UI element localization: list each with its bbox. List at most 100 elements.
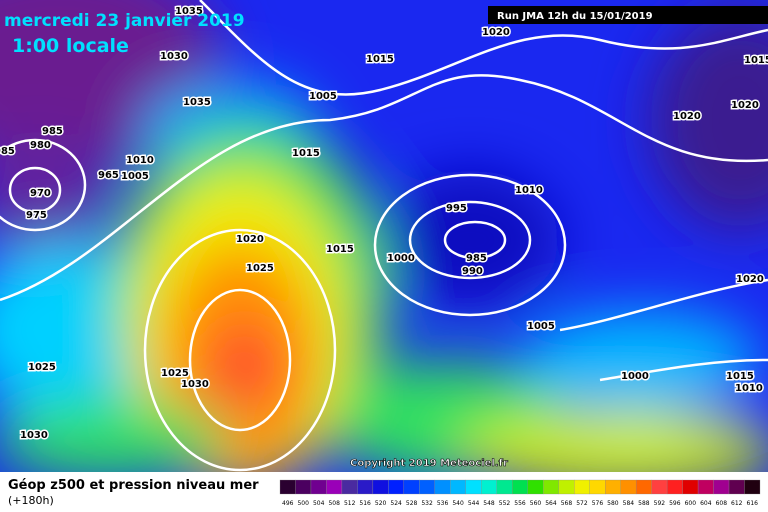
scale-label: 520 [375, 500, 387, 507]
isobar-label: 975 [26, 210, 47, 221]
scale-label: 572 [576, 500, 588, 507]
scale-swatch [697, 479, 714, 495]
scale-swatch [388, 479, 405, 495]
scale-swatch [310, 479, 327, 495]
isobar-label: 1010 [735, 383, 763, 394]
isobar-label: 1020 [673, 111, 701, 122]
isobar-label: 1030 [20, 430, 48, 441]
scale-label: 532 [421, 500, 433, 507]
field [0, 0, 768, 472]
isobar-label: 985 [42, 126, 63, 137]
isobar-label: 970 [30, 188, 51, 199]
scale-label: 612 [731, 500, 743, 507]
scale-swatch [419, 479, 435, 495]
scale-label: 556 [514, 500, 526, 507]
scale-swatch [682, 479, 699, 495]
isobar-label: 1035 [175, 6, 203, 17]
scale-swatch [326, 479, 343, 495]
scale-swatch [434, 479, 451, 495]
isobar-label: 1030 [160, 51, 188, 62]
isobar-label: 1010 [126, 155, 154, 166]
scale-swatch [666, 479, 683, 495]
isobar-label: 1005 [121, 171, 149, 182]
isobar-label: 1020 [736, 274, 764, 285]
copyright: Copyright 2019 Meteociel.fr [350, 458, 508, 469]
scale-swatch [651, 479, 668, 495]
isobar-label: 1035 [183, 97, 211, 108]
isobar-label: 1005 [527, 321, 555, 332]
isobar-label: 1015 [366, 54, 394, 65]
scale-swatch [635, 479, 652, 495]
scale-swatch [543, 479, 559, 495]
isobar-label: 990 [462, 266, 483, 277]
scale-label: 580 [607, 500, 619, 507]
scale-label: 512 [344, 500, 356, 507]
scale-swatch [512, 479, 528, 495]
isobar-label: 995 [446, 203, 467, 214]
isobar-label: 1000 [387, 253, 415, 264]
lead: (+180h) [8, 494, 54, 507]
scale-swatch [558, 479, 575, 495]
isobar-label: 1020 [731, 100, 759, 111]
scale-label: 584 [623, 500, 635, 507]
scale-swatch [465, 479, 482, 495]
isobar-label: 1015 [292, 148, 320, 159]
scale-label: 496 [282, 500, 294, 507]
footer-title: Géop z500 et pression niveau mer [8, 478, 259, 493]
isobar-label: 1025 [161, 368, 189, 379]
scale-swatch [605, 479, 621, 495]
scale-swatch [357, 479, 374, 495]
isobar-label: 1020 [236, 234, 264, 245]
scale-swatch [341, 479, 358, 495]
scale-label: 576 [592, 500, 604, 507]
isobar-label: 1025 [246, 263, 274, 274]
scale-label: 544 [468, 500, 480, 507]
isobar-label: 1020 [482, 27, 510, 38]
time: 1:00 locale [12, 35, 129, 57]
scale-label: 536 [437, 500, 449, 507]
scale-swatch [527, 479, 544, 495]
scale-label: 552 [499, 500, 511, 507]
run-box [488, 6, 768, 24]
isobar-label: 985 [0, 146, 15, 157]
scale-swatch [481, 479, 497, 495]
scale-label: 504 [313, 500, 325, 507]
isobar-label: 1030 [181, 379, 209, 390]
scale-label: 568 [561, 500, 573, 507]
scale-label: 548 [483, 500, 495, 507]
isobars [0, 0, 768, 472]
scale-swatch [728, 479, 745, 495]
scale-swatch [574, 479, 590, 495]
scale-swatch [744, 479, 761, 495]
isobar-label: 980 [30, 140, 51, 151]
scale-swatch [403, 479, 420, 495]
run: Run JMA 12h du 15/01/2019 [497, 11, 653, 22]
scale-label: 588 [638, 500, 650, 507]
isobar-label: 1010 [515, 185, 543, 196]
scale-label: 500 [297, 500, 309, 507]
scale-swatch [279, 479, 296, 495]
scale-swatch [372, 479, 389, 495]
isobar-label: 965 [98, 170, 119, 181]
scale-swatch [620, 479, 637, 495]
scale-swatch [496, 479, 513, 495]
scale-label: 596 [669, 500, 681, 507]
isobar-label: 985 [466, 253, 487, 264]
isobar-labels: 1035 1030 1035 1015 1005 1020 1015 1020 1020 985 9… [0, 5, 768, 443]
scale-label: 516 [359, 500, 371, 507]
scale-label: 564 [545, 500, 557, 507]
scale-label: 560 [530, 500, 542, 507]
scale-label: 608 [716, 500, 728, 507]
scale-swatch [295, 479, 312, 495]
scale-label: 592 [654, 500, 666, 507]
scale-label: 600 [685, 500, 697, 507]
scale-label: 604 [700, 500, 712, 507]
isobar-label: 1015 [326, 244, 354, 255]
scale-label: 540 [452, 500, 464, 507]
scale-label: 528 [406, 500, 418, 507]
scale-label: 524 [390, 500, 402, 507]
scale-swatch [713, 479, 730, 495]
isobar-label: 1015 [744, 55, 768, 66]
color-scale: 496 500 504 508 512 516 520 524 528 532 536 540 544 5… [279, 479, 761, 507]
